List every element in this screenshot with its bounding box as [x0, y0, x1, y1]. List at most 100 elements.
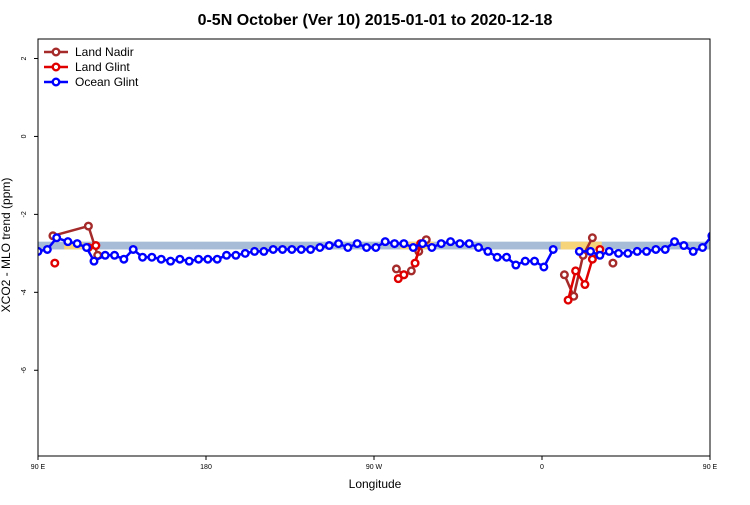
ocean-glint-point [184, 256, 194, 266]
trend-band-3 [560, 241, 602, 250]
ocean-glint-point [548, 244, 558, 254]
ocean-glint-point [138, 252, 148, 262]
ocean-glint-point [259, 246, 269, 256]
ocean-glint-point [175, 254, 185, 264]
ocean-glint-point [483, 246, 493, 256]
land-glint-point [724, 260, 731, 267]
ocean-glint-point [614, 248, 624, 258]
legend-ocean-glint-label: Ocean Glint [75, 75, 139, 89]
ocean-glint-point [287, 244, 297, 254]
y-tick-label: 0 [21, 134, 28, 138]
legend-ocean-glint-marker [51, 77, 61, 87]
ocean-glint-point [100, 250, 110, 260]
land-nadir-point [83, 221, 93, 231]
ocean-glint-point [128, 244, 138, 254]
y-tick-label: -4 [21, 289, 28, 295]
ocean-glint-point [642, 246, 652, 256]
x-tick-label: 90 W [366, 464, 383, 471]
chart-title: 0-5N October (Ver 10) 2015-01-01 to 2020… [198, 12, 553, 29]
ocean-glint-point [418, 239, 428, 249]
land-glint-point [740, 244, 747, 251]
ocean-glint-point [63, 237, 73, 247]
trend-band-4 [732, 242, 750, 250]
ocean-glint-point [520, 256, 530, 266]
legend-land-nadir-label: Land Nadir [75, 45, 134, 59]
axes: 90 E 180 90 W 0 90 E 2 0 -2 -4 -6 [21, 38, 718, 471]
land-glint-point [393, 274, 403, 284]
ocean-glint-point [147, 252, 157, 262]
x-tick-label: 90 E [31, 464, 46, 471]
land-nadir-line-4 [725, 226, 750, 251]
land-glint-point [91, 241, 101, 251]
ocean-glint-point [727, 240, 734, 247]
ocean-glint-point [362, 242, 372, 252]
x-tick-label: 180 [200, 464, 212, 471]
ocean-glint-point [194, 254, 204, 264]
ocean-glint-point [651, 244, 661, 254]
ocean-glint-point [464, 239, 474, 249]
land-glint-point [580, 280, 590, 290]
ocean-glint-point [42, 244, 52, 254]
ocean-glint-point [82, 242, 92, 252]
ocean-glint-point [380, 237, 390, 247]
ocean-glint-point [474, 242, 484, 252]
ocean-glint-point [110, 250, 120, 260]
ocean-glint-point [511, 260, 521, 270]
land-nadir-point [559, 270, 569, 280]
y-tick-label: -2 [21, 211, 28, 217]
ocean-glint-point [408, 242, 418, 252]
land-nadir-point [587, 233, 597, 243]
ocean-glint-point [746, 252, 750, 259]
ocean-glint-point [72, 239, 82, 249]
ocean-glint-point [324, 241, 334, 251]
ocean-glint-point [539, 262, 549, 272]
ocean-glint-point [455, 239, 465, 249]
plot-content [38, 221, 750, 305]
ocean-glint-point [166, 256, 176, 266]
ocean-glint-point [156, 254, 166, 264]
land-glint-point [399, 270, 409, 280]
land-nadir-point [406, 266, 416, 276]
ocean-glint-point [268, 244, 278, 254]
y-axis-label: XCO2 - MLO trend (ppm) [0, 178, 13, 313]
ocean-glint-point [718, 236, 725, 243]
ocean-glint-point [492, 252, 502, 262]
ocean-glint-point [502, 252, 512, 262]
ocean-glint-point [296, 244, 306, 254]
ocean-glint-point [89, 256, 99, 266]
ocean-glint-point [278, 244, 288, 254]
ocean-glint-point [436, 239, 446, 249]
ocean-glint-point [530, 256, 540, 266]
legend-land-glint-marker [51, 62, 61, 72]
ocean-glint-point [390, 239, 400, 249]
ocean-glint-point [203, 254, 213, 264]
land-glint-point [571, 266, 581, 276]
ocean-glint-point [352, 239, 362, 249]
legend-land-nadir-marker [51, 47, 61, 57]
ocean-glint-point [595, 250, 605, 260]
ocean-glint-point [343, 242, 353, 252]
ocean-glint-point [586, 246, 596, 256]
ocean-glint-point [212, 254, 222, 264]
plot-area [38, 221, 750, 305]
ocean-glint-point [632, 246, 642, 256]
y-tick-label: 2 [21, 56, 28, 60]
ocean-glint-point [623, 248, 633, 258]
y-tick-label: -6 [21, 367, 28, 373]
ocean-glint-point [446, 237, 456, 247]
land-nadir-point [722, 233, 729, 240]
ocean-glint-point [371, 242, 381, 252]
land-glint-point [410, 258, 420, 268]
land-glint-line-6 [744, 246, 750, 248]
land-glint-point [50, 258, 60, 268]
land-nadir-point [569, 291, 579, 301]
ocean-glint-point [222, 250, 232, 260]
land-glint-point [587, 254, 597, 264]
ocean-glint-point [688, 246, 698, 256]
ocean-glint-point [399, 239, 409, 249]
ocean-glint-point [306, 244, 316, 254]
x-tick-label: 0 [540, 464, 544, 471]
ocean-glint-point [240, 248, 250, 258]
ocean-glint-point [52, 233, 62, 243]
